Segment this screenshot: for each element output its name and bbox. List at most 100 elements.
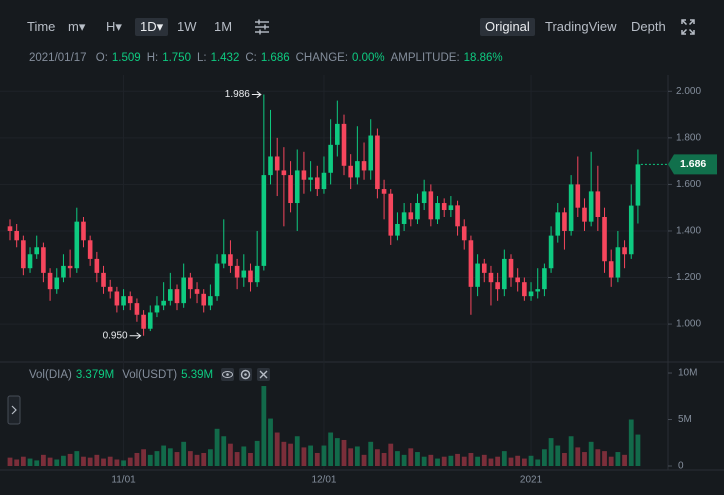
volume-y-tick-label: 10M [678, 368, 697, 379]
candle-body [181, 277, 186, 304]
volume-bar [408, 448, 414, 466]
candle-body [421, 191, 427, 204]
volume-bar [328, 432, 334, 466]
candle-body [602, 217, 607, 262]
candle-body [281, 170, 287, 176]
candle-body [34, 247, 40, 255]
volume-bar [528, 455, 534, 466]
y-tick-label: 1.600 [676, 179, 701, 190]
toolbar-item[interactable]: m▾ [68, 19, 86, 34]
volume-bar [461, 456, 467, 466]
volume-bar [435, 458, 440, 466]
toolbar-item[interactable]: Time [27, 19, 56, 34]
volume-eye-button[interactable] [221, 368, 235, 381]
icon [240, 369, 251, 380]
candle-body [562, 212, 567, 231]
candle-body [535, 289, 541, 292]
candle-body [288, 175, 293, 204]
volume-bar [395, 451, 400, 466]
volume-bar [41, 454, 46, 466]
candle-body [542, 268, 547, 290]
volume-bar [595, 449, 601, 466]
volume-bar [154, 451, 160, 466]
volume-bar [475, 456, 480, 466]
volume-bar [608, 456, 614, 466]
volume-bar [602, 451, 607, 466]
y-tick-label: 2.000 [676, 86, 701, 97]
volume-bar [521, 458, 527, 466]
x-tick-label: 12/01 [311, 475, 336, 486]
grid [0, 75, 668, 470]
toolbar-item[interactable]: 1W [177, 19, 197, 34]
volume-bar [401, 454, 407, 466]
view-tab[interactable]: TradingView [545, 19, 617, 34]
volume-bar [167, 448, 173, 466]
volume-bar [481, 454, 487, 466]
candle-body [27, 254, 33, 269]
volume-legend-value: 5.39M [181, 368, 214, 381]
candle-body [147, 312, 153, 329]
volume-gear-button[interactable] [239, 368, 253, 381]
candle-body [381, 189, 387, 194]
volume-y-tick-label: 0 [678, 461, 684, 472]
collapse-button[interactable] [7, 395, 21, 425]
toolbar-item-selected[interactable]: 1D▾ [135, 18, 169, 36]
candle-body [461, 226, 467, 241]
candle-body [388, 193, 394, 236]
volume-close-button[interactable] [257, 368, 271, 381]
candle-body [548, 235, 554, 269]
fullscreen-icon[interactable] [681, 19, 695, 35]
candle-body [635, 164, 641, 206]
toolbar-item[interactable]: 1M [214, 19, 233, 34]
candle-body [201, 293, 207, 306]
candle-body [628, 205, 634, 255]
volume-bar [421, 456, 427, 466]
volume-bar [288, 443, 293, 466]
volume-bar [515, 455, 521, 466]
volume-bar [448, 455, 454, 466]
volume-bar [582, 452, 587, 466]
candle-body [21, 240, 26, 269]
settings-icon[interactable] [255, 19, 269, 35]
candle-body [87, 240, 93, 259]
volume-bar [588, 441, 594, 466]
candle-body [314, 177, 320, 190]
candle-body [308, 177, 313, 180]
legend-value: 1.509 [111, 52, 141, 64]
view-tab[interactable]: Depth [631, 19, 666, 34]
volume-bar [501, 451, 507, 466]
min-annotation: 0.950 [103, 330, 128, 341]
legend-label: C: [245, 52, 257, 64]
candle-body [568, 184, 574, 231]
view-tab-selected[interactable]: Original [480, 18, 535, 36]
volume-bar [161, 445, 167, 466]
volume-bar [294, 436, 300, 466]
candle-body [408, 212, 414, 220]
legend-label: AMPLITUDE: [390, 52, 460, 64]
candle-body [401, 212, 407, 224]
toolbar-item[interactable]: H▾ [106, 19, 122, 34]
candle-body [481, 263, 487, 273]
candle-body [468, 240, 474, 287]
volume-legend-label: Vol(USDT) [122, 368, 178, 381]
volume-y-tick-label: 5M [678, 414, 692, 425]
volume-bar [381, 452, 387, 466]
volume-bar [47, 457, 53, 466]
candle-body [475, 263, 480, 287]
volume-bar [134, 452, 140, 466]
candle-body [455, 205, 460, 227]
volume-legend-value: 3.379M [75, 368, 115, 381]
candle-body [254, 265, 260, 283]
candle-body [101, 272, 106, 287]
volume-bar [261, 386, 267, 466]
candle-body [348, 165, 353, 178]
legend-value: 1.750 [162, 52, 191, 64]
volume-bar [568, 436, 574, 466]
volume-bar [27, 458, 33, 466]
volume-bar [268, 418, 273, 466]
volume-bar [562, 452, 567, 466]
candle-body [81, 221, 86, 241]
x-tick-label: 11/01 [111, 475, 136, 486]
